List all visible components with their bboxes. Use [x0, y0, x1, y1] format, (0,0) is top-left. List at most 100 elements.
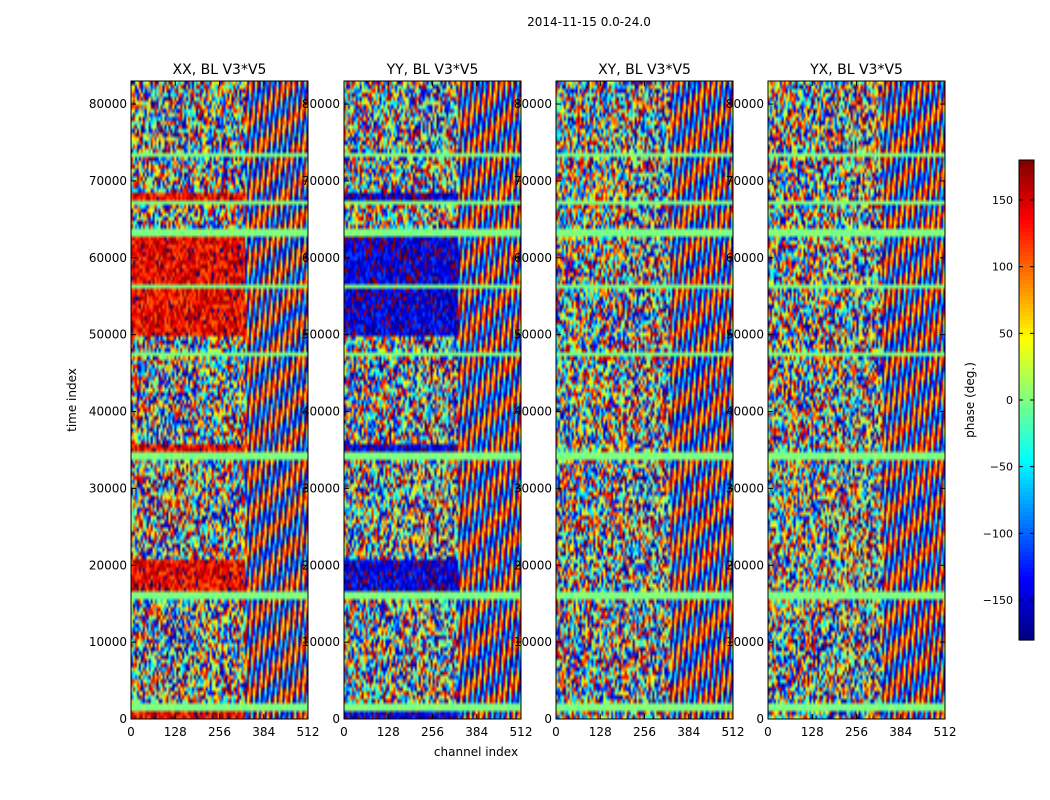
panel-2-xtick-label: 0 [552, 725, 560, 739]
panel-0-ytick-label: 0 [119, 712, 127, 726]
colorbar-segment [1019, 380, 1034, 385]
colorbar-segment [1019, 332, 1034, 337]
colorbar-segment [1019, 264, 1034, 269]
colorbar-tick-label: 50 [999, 327, 1013, 340]
colorbar-segment [1019, 360, 1034, 365]
colorbar-segment [1019, 616, 1034, 621]
colorbar-segment [1019, 412, 1034, 417]
colorbar-segment [1019, 628, 1034, 633]
colorbar-segment [1019, 164, 1034, 169]
colorbar-segment [1019, 408, 1034, 413]
panel-3: YX, BL V3*V5 0 128 256 384 512 0 10000 20000 3000… [726, 62, 957, 739]
colorbar-segment [1019, 180, 1034, 185]
panel-0-ytick-label: 70000 [89, 174, 127, 188]
colorbar-segment [1019, 476, 1034, 481]
panel-1-ytick-label: 0 [332, 712, 340, 726]
colorbar-segment [1019, 220, 1034, 225]
colorbar-segment [1019, 636, 1034, 641]
colorbar-segment [1019, 548, 1034, 553]
colorbar-segment [1019, 564, 1034, 569]
colorbar-segment [1019, 216, 1034, 221]
panel-1-xtick-label: 0 [340, 725, 348, 739]
panel-1-ytick-label: 80000 [302, 97, 340, 111]
colorbar-segment [1019, 560, 1034, 565]
colorbar-segment [1019, 588, 1034, 593]
colorbar-segment [1019, 424, 1034, 429]
colorbar-segment [1019, 304, 1034, 309]
panel-2-xtick-label: 256 [633, 725, 656, 739]
panel-2-ytick-label: 40000 [514, 405, 552, 419]
colorbar-segment [1019, 596, 1034, 601]
panel-1-ytick-label: 30000 [302, 481, 340, 495]
panel-2-xtick-label: 512 [722, 725, 745, 739]
panel-2-ytick-label: 10000 [514, 635, 552, 649]
colorbar-segment [1019, 312, 1034, 317]
colorbar-segment [1019, 612, 1034, 617]
colorbar-segment [1019, 436, 1034, 441]
panel-0: XX, BL V3*V5 0 128 256 384 512 0 10000 20000 3000… [89, 62, 320, 739]
colorbar-segment [1019, 368, 1034, 373]
panel-0-title: XX, BL V3*V5 [173, 62, 267, 78]
y-axis-label: time index [65, 368, 79, 432]
colorbar-tick-label: 100 [992, 261, 1013, 274]
panel-2-xtick-label: 384 [677, 725, 700, 739]
colorbar-segment [1019, 160, 1034, 165]
colorbar-segment [1019, 540, 1034, 545]
panel-0-xtick-label: 128 [164, 725, 187, 739]
panel-1-xtick-label: 512 [510, 725, 533, 739]
colorbar-segment [1019, 288, 1034, 293]
colorbar-tick-label: −150 [983, 594, 1013, 607]
colorbar-segment [1019, 272, 1034, 277]
colorbar-segment [1019, 532, 1034, 537]
panel-0-xtick-label: 512 [297, 725, 320, 739]
colorbar-segment [1019, 308, 1034, 313]
panel-0-ytick-label: 40000 [89, 405, 127, 419]
panel-1-xtick-label: 384 [465, 725, 488, 739]
colorbar-segment [1019, 600, 1034, 605]
panel-0-xtick-label: 0 [127, 725, 135, 739]
colorbar-segment [1019, 356, 1034, 361]
colorbar-segment [1019, 592, 1034, 597]
colorbar-segment [1019, 400, 1034, 405]
colorbar-tick-label: 150 [992, 194, 1013, 207]
colorbar-segment [1019, 456, 1034, 461]
colorbar-segment [1019, 468, 1034, 473]
panel-0-ytick-label: 50000 [89, 328, 127, 342]
panel-3-heatmap [768, 81, 945, 719]
colorbar-segment [1019, 320, 1034, 325]
panel-3-xtick-label: 384 [889, 725, 912, 739]
colorbar-segment [1019, 620, 1034, 625]
colorbar-segment [1019, 480, 1034, 485]
panel-1-heatmap [344, 81, 521, 719]
colorbar-segment [1019, 496, 1034, 501]
colorbar-segment [1019, 484, 1034, 489]
panel-3-title: YX, BL V3*V5 [809, 62, 903, 78]
panel-1-title: YY, BL V3*V5 [386, 62, 479, 78]
figure-suptitle: 2014-11-15 0.0-24.0 [527, 15, 651, 29]
colorbar-segment [1019, 316, 1034, 321]
colorbar-segment [1019, 176, 1034, 181]
colorbar-segment [1019, 188, 1034, 193]
panel-3-xtick-label: 256 [845, 725, 868, 739]
panel-1-xtick-label: 128 [377, 725, 400, 739]
colorbar-segment [1019, 280, 1034, 285]
colorbar-segment [1019, 448, 1034, 453]
colorbar-segment [1019, 556, 1034, 561]
colorbar-segment [1019, 632, 1034, 637]
colorbar-segment [1019, 268, 1034, 273]
colorbar-segment [1019, 504, 1034, 509]
colorbar: 150 100 50 0 −50 −100 −150 [983, 159, 1035, 641]
colorbar-segment [1019, 340, 1034, 345]
colorbar-segment [1019, 568, 1034, 573]
panel-0-ytick-label: 60000 [89, 251, 127, 265]
panel-0-xtick-label: 384 [252, 725, 275, 739]
colorbar-segment [1019, 440, 1034, 445]
colorbar-segment [1019, 336, 1034, 341]
panel-3-ytick-label: 50000 [726, 328, 764, 342]
colorbar-segment [1019, 212, 1034, 217]
colorbar-segment [1019, 464, 1034, 469]
colorbar-segment [1019, 404, 1034, 409]
panel-0-heatmap [131, 81, 308, 719]
colorbar-segment [1019, 604, 1034, 609]
